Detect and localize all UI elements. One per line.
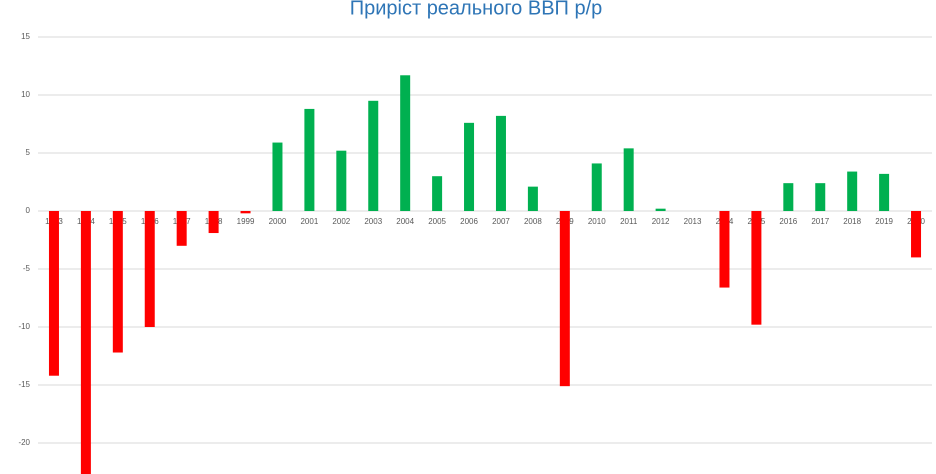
x-tick-label: 2019 (875, 217, 893, 226)
x-tick-label: 2004 (396, 217, 414, 226)
x-tick-label: 2012 (652, 217, 670, 226)
bar (847, 171, 858, 211)
bar (623, 148, 634, 211)
bar (751, 211, 762, 325)
x-tick-label: 2013 (684, 217, 702, 226)
x-tick-label: 2005 (428, 217, 446, 226)
x-tick-label: 2008 (524, 217, 542, 226)
x-tick-label: 2002 (332, 217, 350, 226)
x-tick-label: 2007 (492, 217, 510, 226)
bar (48, 211, 59, 376)
y-tick-label: -10 (18, 322, 30, 331)
y-tick-label: 15 (21, 32, 30, 41)
bar (559, 211, 570, 387)
bar (176, 211, 187, 246)
bar (208, 211, 219, 234)
y-tick-label: -15 (18, 380, 30, 389)
bar (112, 211, 123, 353)
y-tick-label: -5 (23, 264, 31, 273)
x-tick-label: 2017 (811, 217, 829, 226)
x-tick-label: 2016 (779, 217, 797, 226)
y-tick-label: 5 (26, 148, 31, 157)
y-tick-label: 0 (26, 206, 31, 215)
bar (336, 150, 347, 211)
bar (655, 208, 666, 211)
bar (591, 163, 602, 211)
bar (80, 211, 91, 474)
bar (240, 211, 251, 214)
y-tick-label: 10 (21, 90, 30, 99)
bar (368, 100, 379, 211)
x-tick-label: 2006 (460, 217, 478, 226)
bar (527, 186, 538, 211)
bar (144, 211, 155, 327)
bar (719, 211, 730, 288)
bar (464, 122, 475, 211)
bar (783, 183, 794, 211)
bar (495, 115, 506, 211)
y-tick-label: -20 (18, 438, 30, 447)
x-tick-label: 1999 (237, 217, 255, 226)
x-tick-label: 2010 (588, 217, 606, 226)
x-tick-label: 2011 (620, 217, 638, 226)
x-tick-label: 2003 (364, 217, 382, 226)
bar (879, 173, 890, 211)
x-tick-label: 2000 (269, 217, 287, 226)
bar (815, 183, 826, 211)
bar (432, 176, 443, 211)
bar (304, 108, 315, 211)
bar (400, 75, 411, 211)
x-tick-label: 2001 (300, 217, 318, 226)
chart-title: Приріст реального ВВП р/р (350, 0, 603, 19)
x-tick-label: 2018 (843, 217, 861, 226)
bar (911, 211, 922, 258)
bar (272, 142, 283, 211)
